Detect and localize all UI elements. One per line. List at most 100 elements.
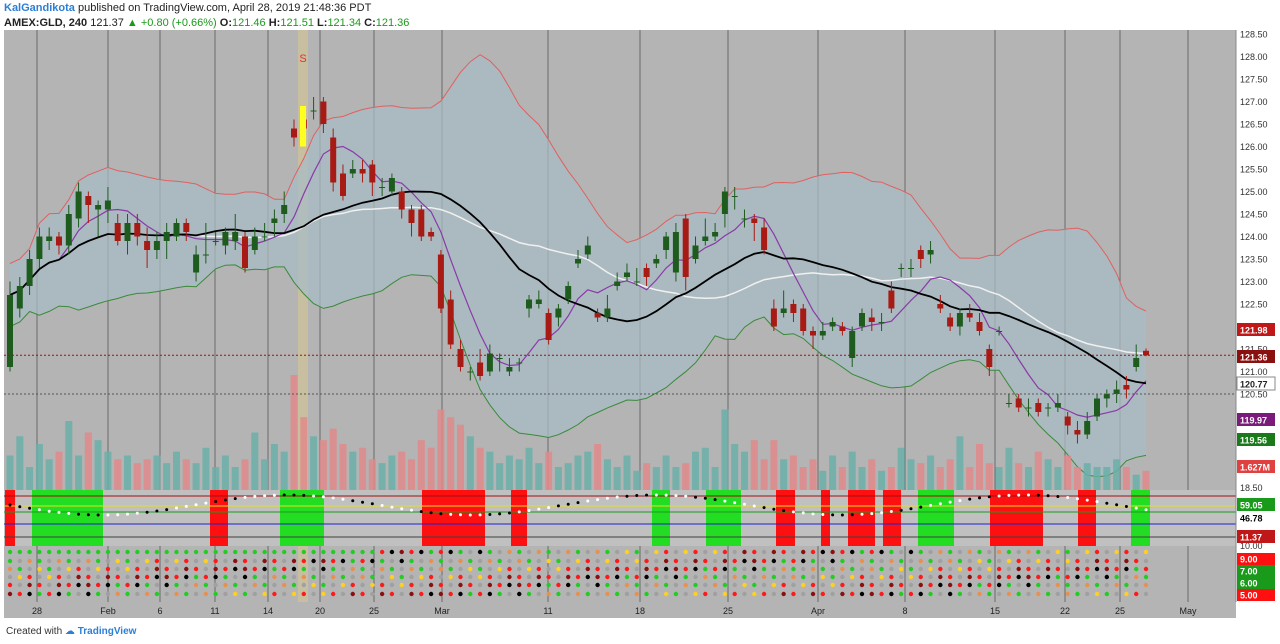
chart-canvas[interactable]: S 128.50 128.00 127.50 127.00 126.50 126.00 125… xyxy=(0,0,1280,620)
matrix-dot xyxy=(654,582,659,588)
price-label-box xyxy=(1237,350,1275,363)
volume-bar xyxy=(75,455,83,490)
osc-label-box xyxy=(1237,530,1275,543)
matrix-dot xyxy=(722,549,728,555)
matrix-dot xyxy=(144,566,150,572)
oscillator-dot xyxy=(919,505,923,509)
volume-bar xyxy=(408,459,415,490)
matrix-dot xyxy=(703,566,708,572)
matrix-dot xyxy=(1104,582,1110,588)
matrix-dot xyxy=(801,582,806,588)
candle-body xyxy=(46,236,53,241)
candle-body xyxy=(966,313,973,318)
volume-bar xyxy=(917,463,925,490)
matrix-label: 9.00 xyxy=(1240,555,1258,565)
matrix-dot xyxy=(1026,558,1031,564)
time-tick-label: Apr xyxy=(811,606,825,616)
matrix-dot xyxy=(683,591,688,597)
matrix-dot xyxy=(379,582,385,588)
matrix-dot xyxy=(125,558,130,564)
volume-bar xyxy=(16,436,24,490)
author-link[interactable]: KalGandikota xyxy=(4,2,75,14)
matrix-dot xyxy=(1065,591,1070,597)
oscillator-dot xyxy=(370,502,374,506)
matrix-dot xyxy=(311,566,316,572)
matrix-dot xyxy=(879,574,884,580)
matrix-label: 6.00 xyxy=(1240,579,1258,589)
matrix-dot xyxy=(801,549,806,555)
matrix-dot xyxy=(605,574,610,580)
oscillator-dot xyxy=(596,498,600,502)
oscillator-dot xyxy=(566,502,570,506)
candle-body xyxy=(379,187,386,188)
price-tick-label: 121.00 xyxy=(1240,367,1268,377)
candle-body xyxy=(447,299,454,345)
matrix-dot xyxy=(389,566,395,572)
candle-body xyxy=(1005,403,1012,404)
volume-bar xyxy=(878,470,886,490)
oscillator-dot xyxy=(831,513,835,517)
matrix-dot xyxy=(840,558,845,564)
matrix-dot xyxy=(282,582,287,588)
matrix-dot xyxy=(330,582,336,588)
matrix-dot xyxy=(908,549,914,555)
volume-bar xyxy=(1044,459,1052,490)
oscillator-dot xyxy=(840,513,844,517)
matrix-dot xyxy=(987,574,992,580)
matrix-dot xyxy=(1016,574,1021,580)
oscillator-dot xyxy=(1124,505,1128,508)
matrix-dot xyxy=(810,582,816,588)
matrix-dot xyxy=(233,591,238,597)
matrix-dot xyxy=(850,566,855,572)
oscillator-dot xyxy=(527,509,531,513)
matrix-dot xyxy=(360,549,365,555)
matrix-dot xyxy=(7,574,13,580)
matrix-dot xyxy=(487,574,493,580)
candle-body xyxy=(633,281,640,283)
matrix-dot xyxy=(840,591,845,597)
volume-bar xyxy=(868,459,876,490)
matrix-dot xyxy=(477,558,483,564)
volume-bar xyxy=(192,463,200,490)
candle-body xyxy=(173,223,180,237)
matrix-dot xyxy=(517,549,522,555)
matrix-dot xyxy=(360,582,365,588)
matrix-dot xyxy=(252,574,258,580)
oscillator-dot xyxy=(106,513,110,517)
volume-bar xyxy=(1034,451,1042,490)
matrix-dot xyxy=(918,549,923,555)
matrix-dot xyxy=(135,566,140,572)
matrix-dot xyxy=(1134,549,1139,555)
volume-bar xyxy=(1005,447,1013,490)
oscillator-dot xyxy=(1075,497,1079,501)
oscillator-signal-bar xyxy=(422,490,485,546)
matrix-dot xyxy=(360,558,365,564)
matrix-dot xyxy=(174,591,179,597)
oscillator-dot xyxy=(537,507,541,511)
last-price: 121.37 xyxy=(90,17,124,29)
matrix-dot xyxy=(468,558,473,564)
candle-body xyxy=(340,173,346,196)
tradingview-brand[interactable]: TradingView xyxy=(77,626,137,637)
matrix-dot xyxy=(752,591,757,597)
volume-bar xyxy=(936,467,944,490)
matrix-dot xyxy=(546,591,551,597)
volume-bar xyxy=(310,436,318,490)
candle-body xyxy=(1064,416,1071,426)
matrix-dot xyxy=(693,591,698,597)
matrix-dot xyxy=(242,591,248,597)
matrix-dot xyxy=(497,574,502,580)
price-tick-label: 123.00 xyxy=(1240,277,1268,287)
matrix-dot xyxy=(595,582,600,588)
matrix-dot xyxy=(850,591,855,597)
matrix-dot xyxy=(614,549,620,555)
matrix-dot xyxy=(614,566,620,572)
matrix-dot xyxy=(1085,574,1090,580)
chart-header: KalGandikota published on TradingView.co… xyxy=(4,2,1274,30)
volume-bar xyxy=(388,455,396,490)
candle-body xyxy=(291,128,297,138)
oscillator-dot xyxy=(772,507,776,511)
volume-bar xyxy=(368,459,376,490)
open-value: 121.46 xyxy=(232,17,266,29)
matrix-dot xyxy=(536,558,542,564)
